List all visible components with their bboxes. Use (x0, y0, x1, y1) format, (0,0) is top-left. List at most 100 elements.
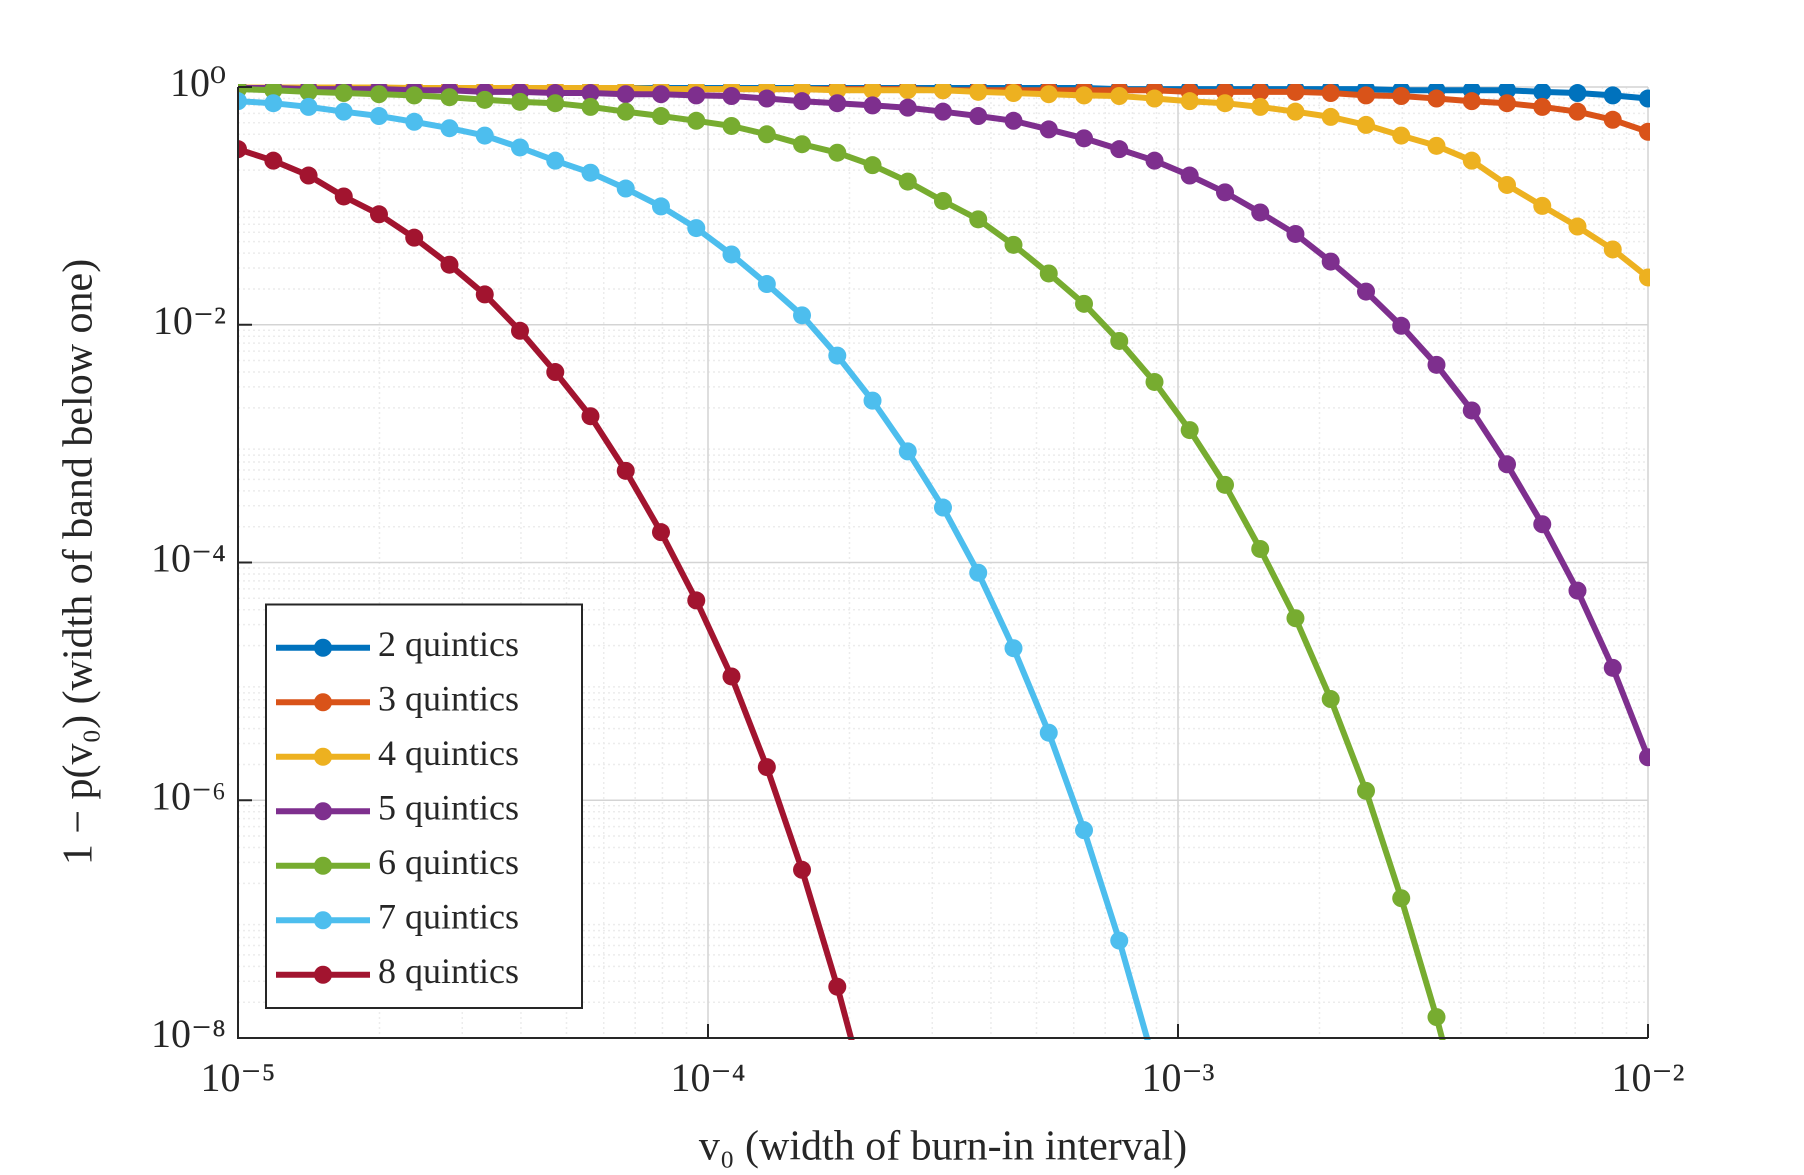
y-tick-label: 10⁻² (153, 298, 226, 343)
data-point (1216, 475, 1235, 494)
data-point (1180, 166, 1199, 185)
data-point (687, 591, 706, 610)
data-point (1004, 111, 1023, 130)
data-point (1462, 151, 1481, 170)
data-point (1639, 748, 1650, 767)
legend-label: 8 quintics (378, 951, 519, 991)
data-point (722, 87, 741, 106)
legend: 2 quintics 3 quintics 4 quintics 5 quintics… (265, 603, 583, 1009)
data-point (440, 88, 459, 107)
x-tick-label: 10⁻³ (1141, 1055, 1214, 1100)
ticks: 10⁻⁵ 10⁻⁴ 10⁻³ 10⁻² 10⁻⁸ 10⁻⁶ 10⁻⁴ 10⁻² 10⁰ (151, 60, 1685, 1100)
data-point (1321, 690, 1340, 709)
legend-label: 7 quintics (378, 897, 519, 937)
data-point (1180, 92, 1199, 111)
data-point (651, 107, 670, 126)
data-point (1251, 539, 1270, 558)
data-point (1357, 781, 1376, 800)
data-point (581, 97, 600, 116)
data-point (1603, 240, 1622, 259)
data-point (1110, 931, 1129, 950)
data-point (1533, 196, 1552, 215)
data-point (1180, 421, 1199, 440)
data-point (1075, 821, 1094, 840)
data-point (722, 667, 741, 686)
data-point (238, 140, 247, 159)
data-point (1357, 86, 1376, 105)
x-tick-label: 10⁻² (1611, 1055, 1684, 1100)
data-point (828, 346, 847, 365)
data-point (1286, 224, 1305, 243)
data-point (1392, 87, 1411, 106)
data-point (475, 90, 494, 109)
data-point (1004, 235, 1023, 254)
data-point (264, 84, 283, 100)
data-point (1251, 84, 1270, 101)
data-point (581, 163, 600, 182)
data-point (1110, 331, 1129, 350)
data-point (863, 96, 882, 115)
legend-label: 3 quintics (378, 679, 519, 719)
data-point (1463, 1143, 1481, 1161)
data-point (722, 116, 741, 135)
data-point (1392, 126, 1411, 145)
data-point (1498, 84, 1517, 100)
data-point (1603, 110, 1622, 129)
legend-marker (314, 638, 332, 657)
data-point (264, 94, 283, 113)
data-point (969, 563, 988, 582)
data-point (616, 179, 635, 198)
data-point (546, 363, 565, 382)
data-point (1427, 355, 1446, 374)
data-point (687, 86, 706, 105)
data-point (1357, 115, 1376, 134)
data-point (1533, 84, 1552, 101)
data-point (1321, 252, 1340, 271)
data-point (722, 245, 741, 264)
data-point (1286, 102, 1305, 121)
data-point (1639, 89, 1650, 108)
data-point (757, 89, 776, 108)
data-point (369, 205, 388, 224)
data-point (546, 151, 565, 170)
data-point (1039, 85, 1058, 104)
data-point (1498, 455, 1517, 474)
data-point (1004, 639, 1023, 658)
data-point (898, 442, 917, 461)
data-point (1498, 175, 1517, 194)
data-point (369, 107, 388, 126)
data-point (1075, 86, 1094, 105)
legend-marker (314, 802, 332, 821)
y-tick-label: 10⁻⁴ (151, 536, 226, 581)
data-point (1427, 1008, 1446, 1027)
y-tick-label: 10⁰ (170, 60, 226, 105)
data-point (828, 84, 847, 100)
data-point (1039, 723, 1058, 742)
data-point (793, 92, 812, 111)
data-point (1321, 84, 1340, 103)
data-point (757, 758, 776, 777)
data-point (405, 112, 424, 131)
legend-label: 5 quintics (378, 788, 519, 828)
data-point (510, 92, 529, 111)
data-point (898, 98, 917, 117)
data-point (898, 172, 917, 191)
data-point (1568, 84, 1587, 103)
data-point (299, 97, 318, 116)
data-point (475, 285, 494, 304)
data-point (863, 156, 882, 175)
data-point (510, 321, 529, 340)
data-point (1462, 92, 1481, 111)
data-point (1039, 264, 1058, 283)
data-point (581, 84, 600, 103)
data-point (1110, 87, 1129, 106)
data-point (863, 391, 882, 410)
data-point (933, 191, 952, 210)
data-point (1251, 97, 1270, 116)
data-point (828, 94, 847, 113)
data-point (1286, 84, 1305, 101)
x-tick-label: 10⁻⁴ (670, 1055, 745, 1100)
data-point (828, 977, 847, 996)
data-point (546, 94, 565, 113)
